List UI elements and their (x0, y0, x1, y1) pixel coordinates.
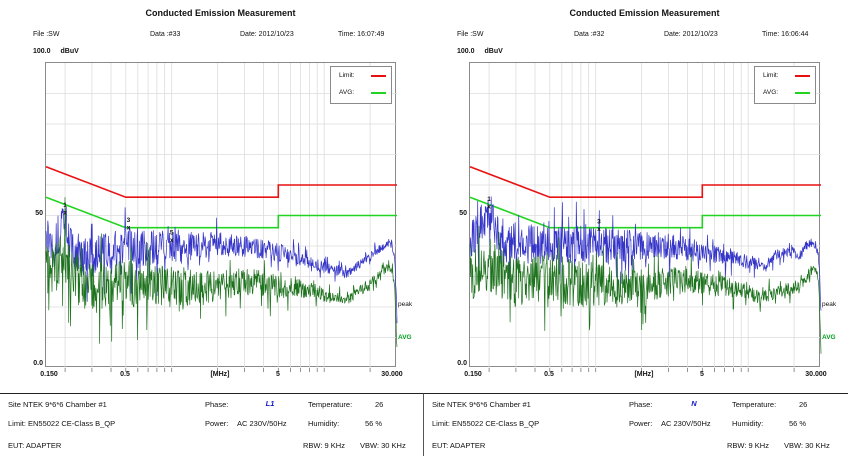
vbw-label: VBW: 30 KHz (784, 441, 830, 450)
avg-trace-label: AVG (398, 334, 412, 341)
x-tick-end: 30.000 (381, 371, 403, 378)
file-label: File :SW (33, 31, 60, 38)
x-tick-start: 0.150 (40, 371, 58, 378)
y-axis-min-label: 0.0 (457, 360, 467, 367)
legend: Limit: AVG: (330, 66, 392, 104)
humidity-value: 56 % (365, 419, 383, 428)
humidity-label: Humidity: (308, 419, 340, 428)
legend-avg-row: AVG: (331, 84, 391, 101)
data-number-label: Data :#32 (574, 31, 605, 38)
date-label: Date: 2012/10/23 (240, 31, 294, 38)
data-number-label: Data :#33 (150, 31, 181, 38)
svg-text:1: 1 (487, 196, 491, 203)
measurement-info: Site NTEK 9*6*6 Chamber #1 Limit: EN5502… (424, 393, 848, 456)
y-axis-max-label: 100.0 dBuV (457, 48, 503, 55)
svg-text:x: x (487, 203, 491, 210)
x-tick-5: 5 (700, 371, 704, 378)
y-axis-min-label: 0.0 (33, 360, 43, 367)
x-axis-unit: [MHz] (634, 371, 654, 378)
legend-avg-label: AVG: (763, 89, 779, 96)
page-title: Conducted Emission Measurement (145, 8, 296, 18)
legend-limit-label: Limit: (339, 72, 355, 79)
temperature-value: 26 (375, 400, 384, 409)
y-axis-max-label: 100.0 dBuV (33, 48, 79, 55)
x-tick-0p5: 0.5 (544, 371, 554, 378)
x-tick-start: 0.150 (464, 371, 482, 378)
legend-avg-label: AVG: (339, 89, 355, 96)
power-label: Power: (205, 419, 229, 428)
limit-standard-label: Limit: EN55022 CE-Class B_QP (8, 419, 116, 428)
vbw-label: VBW: 30 KHz (360, 441, 406, 450)
svg-text:5: 5 (170, 229, 174, 236)
power-value: AC 230V/50Hz (661, 419, 711, 428)
y-axis-mid-label: 50 (35, 210, 43, 217)
svg-text:1: 1 (63, 202, 67, 209)
legend-avg-row: AVG: (755, 84, 815, 101)
eut-label: EUT: ADAPTER (8, 441, 62, 450)
temperature-label: Temperature: (308, 400, 353, 409)
x-tick-end: 30.000 (805, 371, 827, 378)
y-axis-unit: dBuV (484, 48, 503, 55)
legend: Limit: AVG: (754, 66, 816, 104)
measurement-info: Site NTEK 9*6*6 Chamber #1 Limit: EN5502… (0, 393, 424, 456)
avg-line-swatch (795, 92, 810, 94)
limit-line-swatch (795, 75, 810, 77)
legend-limit-label: Limit: (763, 72, 779, 79)
phase-label: Phase: (629, 400, 653, 409)
peak-trace-label: peak (822, 301, 837, 308)
humidity-value: 56 % (789, 419, 807, 428)
rbw-label: RBW: 9 KHz (727, 441, 769, 450)
avg-trace-label: AVG (822, 334, 836, 341)
temperature-value: 26 (799, 400, 808, 409)
time-label: Time: 16:07:49 (338, 31, 385, 38)
x-tick-5: 5 (276, 371, 280, 378)
y-axis-unit: dBuV (60, 48, 79, 55)
time-label: Time: 16:06:44 (762, 31, 809, 38)
power-value: AC 230V/50Hz (237, 419, 287, 428)
svg-text:x: x (170, 237, 174, 244)
x-tick-0p5: 0.5 (120, 371, 130, 378)
site-label: Site NTEK 9*6*6 Chamber #1 (432, 400, 531, 409)
measurement-panel-l1: Conducted Emission Measurement File :SW … (0, 8, 424, 456)
phase-value: L1 (265, 399, 275, 408)
phase-label: Phase: (205, 400, 229, 409)
humidity-label: Humidity: (732, 419, 764, 428)
measurement-panel-n: Conducted Emission Measurement File :SW … (424, 0, 848, 456)
date-label: Date: 2012/10/23 (664, 31, 718, 38)
svg-text:3: 3 (127, 217, 131, 224)
eut-label: EUT: ADAPTER (432, 441, 486, 450)
legend-limit-row: Limit: (755, 67, 815, 84)
power-label: Power: (629, 419, 653, 428)
phase-value: N (691, 399, 697, 408)
svg-text:x: x (63, 209, 67, 216)
x-axis-unit: [MHz] (210, 371, 230, 378)
avg-line-swatch (371, 92, 386, 94)
temperature-label: Temperature: (732, 400, 777, 409)
site-label: Site NTEK 9*6*6 Chamber #1 (8, 400, 107, 409)
limit-line-swatch (371, 75, 386, 77)
svg-text:x: x (597, 226, 601, 233)
peak-trace-label: peak (398, 301, 413, 308)
svg-text:x: x (127, 225, 131, 232)
legend-limit-row: Limit: (331, 67, 391, 84)
page-title: Conducted Emission Measurement (569, 8, 720, 18)
file-label: File :SW (457, 31, 484, 38)
limit-standard-label: Limit: EN55022 CE-Class B_QP (432, 419, 540, 428)
rbw-label: RBW: 9 KHz (303, 441, 345, 450)
y-axis-mid-label: 50 (459, 210, 467, 217)
svg-text:3: 3 (597, 219, 601, 226)
